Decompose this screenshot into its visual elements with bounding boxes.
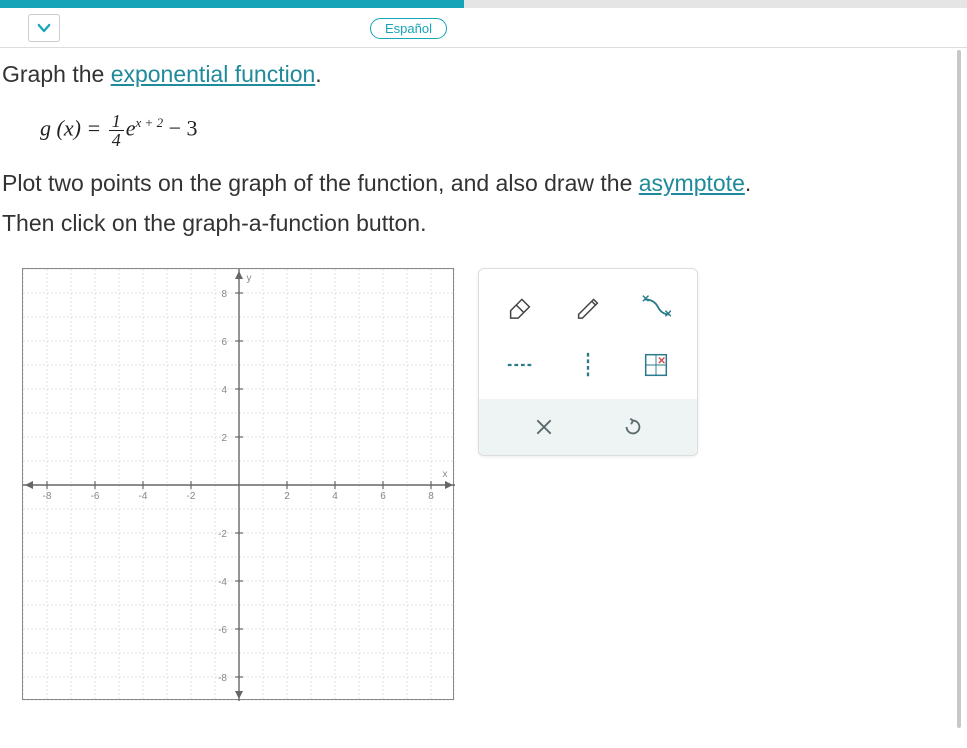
tool-panel (478, 268, 698, 456)
svg-text:6: 6 (380, 491, 386, 502)
svg-text:-2: -2 (187, 491, 196, 502)
svg-text:2: 2 (221, 433, 227, 444)
svg-text:-6: -6 (91, 491, 100, 502)
action-row (479, 399, 697, 455)
graph-grid: -8 -6 -4 -2 2 4 6 8 8 6 4 2 -2 -4 -6 -8 x y (23, 269, 455, 701)
v-asymptote-icon (573, 350, 603, 380)
clear-button[interactable] (524, 411, 564, 443)
graph-canvas[interactable]: -8 -6 -4 -2 2 4 6 8 8 6 4 2 -2 -4 -6 -8 x y (22, 268, 454, 700)
instr2-a: Plot two points on the graph of the func… (2, 170, 639, 196)
h-asymptote-icon (505, 350, 535, 380)
svg-text:8: 8 (221, 289, 227, 300)
svg-text:4: 4 (332, 491, 338, 502)
equation-tail: − 3 (163, 116, 197, 141)
asymptote-link[interactable]: asymptote (639, 170, 745, 196)
svg-text:-2: -2 (218, 529, 227, 540)
equation-base: e (126, 116, 136, 141)
content-area: Graph the exponential function. g (x) = … (0, 48, 967, 700)
equation-lhs: g (x) = (40, 116, 101, 141)
tool-row-1 (491, 279, 685, 339)
svg-text:y: y (247, 273, 252, 284)
svg-text:2: 2 (284, 491, 290, 502)
tool-row-2 (491, 339, 685, 399)
graph-function-icon (641, 350, 671, 380)
svg-text:-8: -8 (43, 491, 52, 502)
expand-button[interactable] (28, 14, 60, 42)
progress-fill (0, 0, 464, 8)
horizontal-asymptote-tool[interactable] (496, 345, 544, 385)
instr1-b: . (315, 61, 321, 87)
work-area: -8 -6 -4 -2 2 4 6 8 8 6 4 2 -2 -4 -6 -8 x y (0, 244, 967, 700)
eraser-icon (505, 290, 535, 320)
instr1-a: Graph the (2, 61, 111, 87)
instruction-line-1: Graph the exponential function. (0, 54, 967, 94)
fraction-numerator: 1 (109, 112, 124, 131)
close-icon (534, 417, 554, 437)
scrollbar[interactable] (957, 50, 961, 728)
undo-button[interactable] (613, 411, 653, 443)
svg-text:-6: -6 (218, 625, 227, 636)
undo-icon (622, 416, 644, 438)
svg-text:6: 6 (221, 337, 227, 348)
instr2-b: . (745, 170, 751, 196)
exponential-function-link[interactable]: exponential function (111, 61, 316, 87)
equation-fraction: 1 4 (109, 112, 124, 149)
equation-exponent: x + 2 (136, 115, 164, 130)
equation: g (x) = 1 4 ex + 2 − 3 (0, 94, 967, 163)
curve-icon (641, 290, 671, 320)
instruction-line-3: Then click on the graph-a-function butto… (0, 203, 967, 243)
chevron-down-icon (35, 19, 53, 37)
pencil-tool[interactable] (564, 285, 612, 325)
svg-text:4: 4 (221, 385, 227, 396)
graph-function-tool[interactable] (632, 345, 680, 385)
fraction-denominator: 4 (109, 131, 124, 149)
svg-text:-4: -4 (218, 577, 227, 588)
eraser-tool[interactable] (496, 285, 544, 325)
svg-text:8: 8 (428, 491, 434, 502)
language-button[interactable]: Español (370, 18, 447, 39)
svg-text:x: x (443, 469, 448, 480)
vertical-asymptote-tool[interactable] (564, 345, 612, 385)
header-row: Español (0, 8, 967, 48)
svg-text:-4: -4 (139, 491, 148, 502)
svg-text:-8: -8 (218, 673, 227, 684)
progress-bar (0, 0, 967, 8)
curve-tool[interactable] (632, 285, 680, 325)
instruction-line-2: Plot two points on the graph of the func… (0, 163, 967, 203)
pencil-icon (573, 290, 603, 320)
